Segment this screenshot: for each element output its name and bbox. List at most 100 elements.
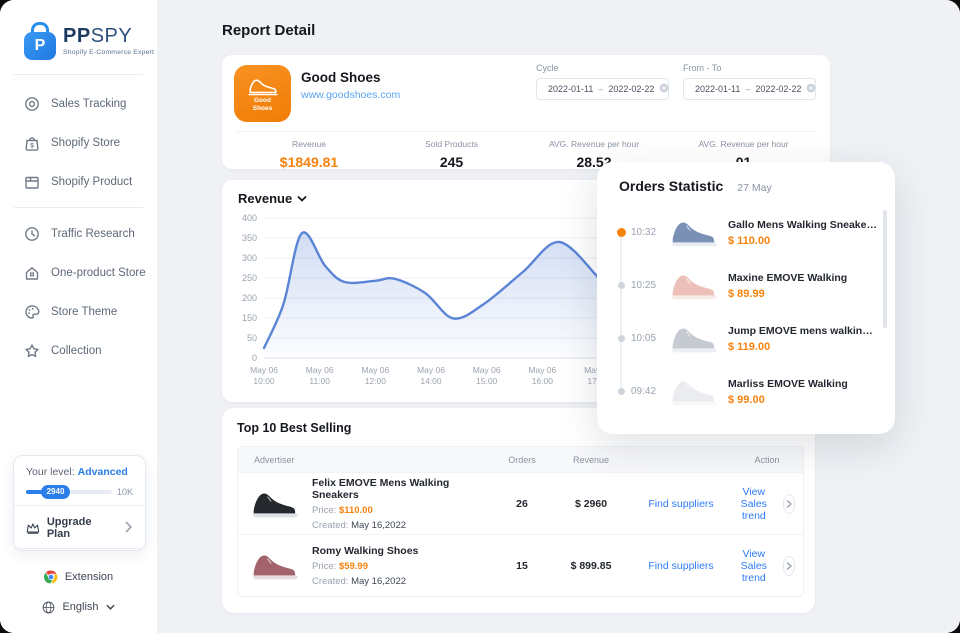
sneaker-image (253, 554, 298, 579)
logo-tagline: Shopify E-Commerce Expert (63, 49, 155, 56)
order-item[interactable]: 09:42 Marliss EMOVE Walking $ 99.00 (611, 365, 877, 418)
order-time: 10:05 (631, 333, 657, 344)
sidebar-nav: Sales Tracking $ Shopify Store Shopify Prod… (0, 84, 157, 370)
sidebar-item-shopify-store[interactable]: $ Shopify Store (0, 123, 157, 162)
logo-name: PPSPY (63, 25, 133, 47)
product-price-line: Price: $110.00 (312, 504, 373, 516)
cycle-label: Cycle (536, 63, 559, 73)
extension-link[interactable]: Extension (0, 566, 157, 588)
stat-label: Revenue (291, 139, 327, 149)
sidebar-item-collection[interactable]: Collection (0, 331, 157, 370)
timeline-dot (611, 282, 631, 289)
target-icon (25, 96, 39, 111)
level-progress-bar: 2940 (26, 485, 112, 499)
sidebar-item-label: Collection (51, 344, 102, 357)
house-icon (25, 266, 39, 280)
cycle-date-range-input[interactable]: 2022-01-11–2022-02-22 (536, 78, 669, 100)
chevron-down-icon (105, 604, 115, 610)
divider (14, 74, 143, 75)
find-suppliers-link[interactable]: Find suppliers (648, 559, 714, 572)
store-url-link[interactable]: www.goodshoes.com (301, 89, 401, 101)
timeline-line (620, 232, 622, 392)
best-selling-title: Top 10 Best Selling (237, 421, 352, 435)
product-image (248, 546, 300, 586)
sidebar-item-label: Sales Tracking (51, 97, 127, 110)
store-summary-card: Good Shoes Good Shoes www.goodshoes.com C… (222, 55, 830, 170)
best-selling-card: Top 10 Best Selling Advertiser Orders Re… (222, 408, 815, 613)
view-sales-trend-link[interactable]: View Sales trend (740, 485, 767, 522)
cycle-date-group: Cycle 2022-01-11–2022-02-22 (536, 63, 669, 100)
stat-value: $1849.81 (279, 154, 339, 170)
product-image (248, 484, 300, 524)
chevron-down-icon (297, 195, 307, 202)
fromto-date-group: From - To 2022-01-11–2022-02-22 (683, 63, 816, 100)
view-sales-trend-link[interactable]: View Sales trend (740, 547, 767, 584)
order-time: 10:25 (631, 280, 657, 291)
sidebar-item-store-theme[interactable]: Store Theme (0, 292, 157, 331)
orders-cell: 15 (516, 559, 528, 572)
sneaker-icon (247, 79, 278, 96)
store-name: Good Shoes (301, 70, 381, 85)
order-product-name: Maxine EMOVE Walking (728, 271, 848, 284)
timeline-dot (611, 335, 631, 342)
sidebar: P PPSPY Shopify E-Commerce Expert Sales … (0, 0, 158, 633)
sidebar-item-label: Shopify Store (51, 136, 121, 149)
order-price: $ 110.00 (728, 234, 771, 247)
sidebar-item-label: Shopify Product (51, 175, 133, 188)
scrollbar[interactable] (883, 210, 887, 328)
svg-text:50: 50 (247, 333, 257, 343)
stat-label: AVG. Revenue per hour (548, 139, 640, 149)
expand-row-button[interactable] (782, 493, 795, 514)
star-icon (25, 343, 39, 357)
language-selector[interactable]: English (0, 596, 157, 618)
stats-row: Revenue $1849.81 Sold Products 245 AVG. Reve… (234, 132, 818, 170)
sidebar-item-one-product-store[interactable]: One-product Store (0, 253, 157, 292)
chart-metric-dropdown[interactable]: Revenue (238, 191, 307, 206)
order-price: $ 89.99 (728, 287, 765, 300)
order-product-name: Jump EMOVE mens walking s... (728, 324, 877, 337)
product-created-line: Created: May 16,2022 (312, 519, 407, 531)
clear-date-icon[interactable] (659, 80, 669, 98)
find-suppliers-link[interactable]: Find suppliers (648, 497, 714, 510)
timeline-dot (611, 388, 631, 395)
order-time: 09:42 (631, 386, 657, 397)
product-name: Romy Walking Shoes (312, 544, 419, 557)
order-item[interactable]: 10:32 Gallo Mens Walking Sneakers... $ 1… (611, 206, 877, 259)
orders-statistic-panel: Orders Statistic 27 May 10:32 Gallo Mens… (597, 162, 895, 434)
clear-date-icon[interactable] (806, 80, 816, 98)
product-created-line: Created: May 16,2022 (312, 575, 407, 587)
level-progress-max: 10K (116, 487, 133, 497)
order-item[interactable]: 10:05 Jump EMOVE mens walking s... $ 119… (611, 312, 877, 365)
stat-value: 245 (439, 154, 464, 170)
app-logo[interactable]: P PPSPY Shopify E-Commerce Expert (24, 22, 154, 60)
order-product-name: Marliss EMOVE Walking (728, 377, 848, 390)
order-product-image (667, 214, 719, 252)
stat-revenue: Revenue $1849.81 (234, 132, 384, 170)
bag-dollar-icon: $ (25, 136, 39, 151)
order-item[interactable]: 10:25 Maxine EMOVE Walking $ 89.99 (611, 259, 877, 312)
orders-list: 10:32 Gallo Mens Walking Sneakers... $ 1… (611, 206, 877, 418)
sidebar-item-label: One-product Store (51, 266, 146, 279)
sidebar-item-traffic-research[interactable]: Traffic Research (0, 214, 157, 253)
fromto-date-range-input[interactable]: 2022-01-11–2022-02-22 (683, 78, 816, 100)
order-price: $ 99.00 (728, 393, 765, 406)
divider (14, 505, 145, 506)
sidebar-item-sales-tracking[interactable]: Sales Tracking (0, 84, 157, 123)
order-time: 10:32 (631, 227, 657, 238)
orders-cell: 26 (516, 497, 528, 510)
expand-row-button[interactable] (782, 555, 795, 576)
divider (14, 548, 143, 549)
product-box-icon (25, 176, 39, 189)
sneaker-image (672, 274, 717, 299)
product-name: Felix EMOVE Mens Walking Sneakers (312, 476, 450, 501)
sidebar-item-shopify-product[interactable]: Shopify Product (0, 162, 157, 201)
palette-icon (25, 304, 40, 319)
svg-text:300: 300 (242, 253, 257, 263)
column-advertiser: Advertiser (254, 454, 295, 465)
sidebar-item-label: Store Theme (51, 305, 118, 318)
level-label: Your level: Advanced (26, 466, 128, 478)
upgrade-plan-button[interactable]: Upgrade Plan (14, 506, 145, 550)
